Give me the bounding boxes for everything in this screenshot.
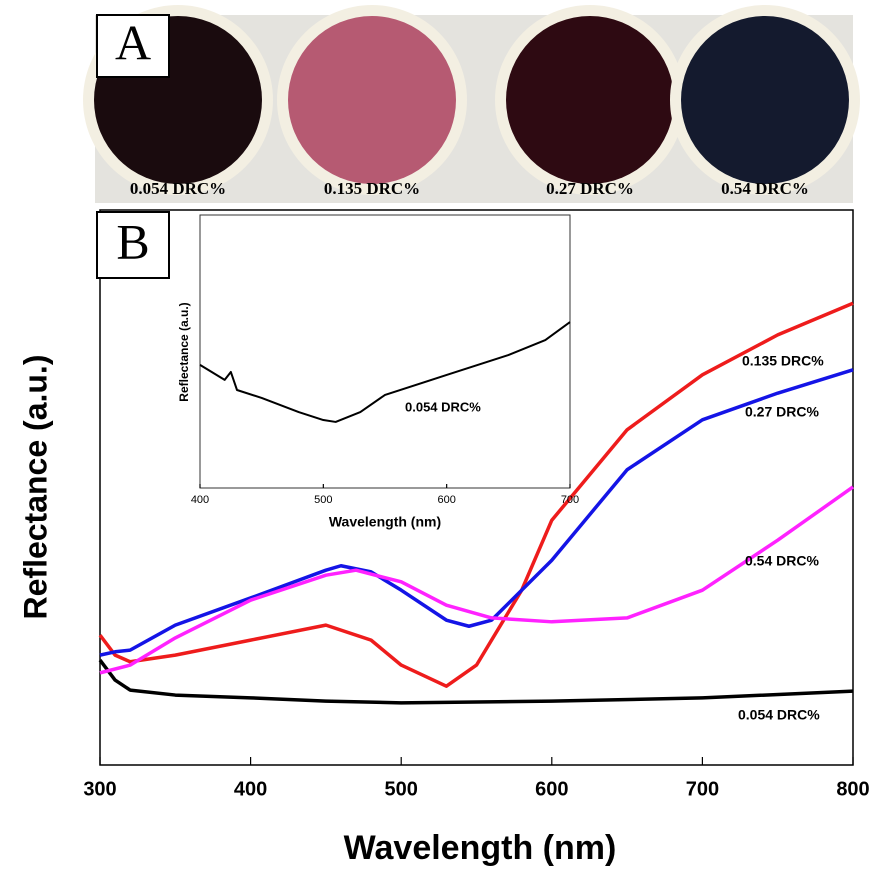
series-label: 0.54 DRC% <box>745 553 819 569</box>
x-tick-label: 300 <box>83 778 116 800</box>
sample-label: 0.054 DRC% <box>130 179 226 198</box>
figure: 0.054 DRC% 0.135 DRC% 0.27 DRC% 0.54 DRC% A… <box>0 0 882 872</box>
y-axis-label: Reflectance (a.u.) <box>17 355 53 620</box>
series-line <box>100 487 853 673</box>
series-label: 0.27 DRC% <box>745 404 819 420</box>
inset-y-axis-label: Reflectance (a.u.) <box>177 302 191 401</box>
x-tick-label: 700 <box>686 778 719 800</box>
x-axis-label: Wavelength (nm) <box>344 829 617 867</box>
x-tick-label: 400 <box>234 778 267 800</box>
series-label: 0.135 DRC% <box>742 353 824 369</box>
x-tick-label: 800 <box>836 778 869 800</box>
inset-x-axis-label: Wavelength (nm) <box>329 514 441 530</box>
sample-label: 0.54 DRC% <box>721 179 809 198</box>
series-label: 0.054 DRC% <box>738 707 820 723</box>
x-tick-label: 600 <box>535 778 568 800</box>
x-tick-label: 400 <box>191 494 209 506</box>
x-tick-label: 500 <box>314 494 332 506</box>
x-tick-label: 600 <box>437 494 455 506</box>
sample-disc <box>681 16 849 184</box>
inset-annotation: 0.054 DRC% <box>405 399 481 414</box>
sample-label: 0.27 DRC% <box>546 179 634 198</box>
panel-label: B <box>116 213 149 269</box>
sample-label: 0.135 DRC% <box>324 179 420 198</box>
sample-disc <box>288 16 456 184</box>
panel-label: A <box>115 14 151 70</box>
sample-disc <box>506 16 674 184</box>
x-tick-label: 500 <box>385 778 418 800</box>
x-tick-label: 700 <box>561 494 579 506</box>
